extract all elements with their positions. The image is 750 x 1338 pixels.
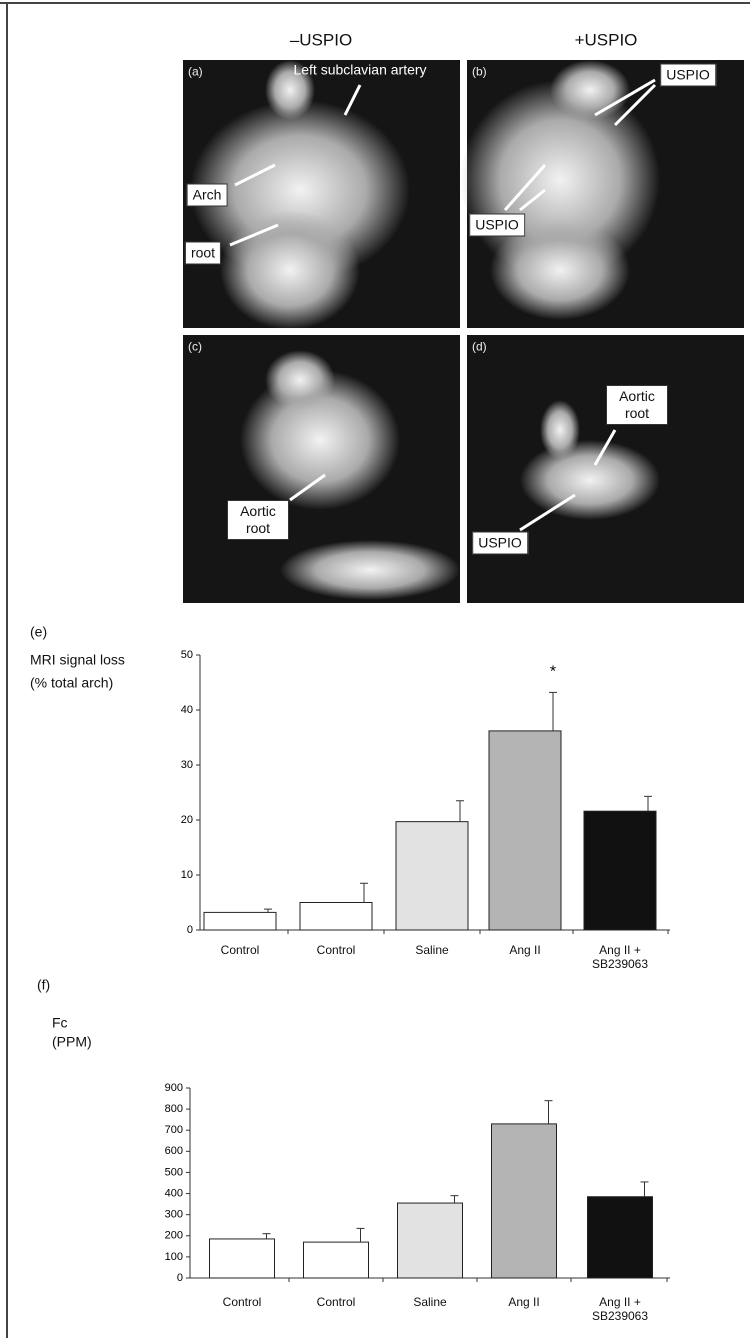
x-tick-label: Control [202,1295,282,1309]
panel-letter: (b) [472,64,487,81]
x-tick-label: Ang II + SB239063 [580,943,660,971]
bar [204,912,276,930]
y-tick-label: 0 [187,924,193,936]
bar [588,1197,653,1278]
bar [489,731,561,930]
image-label: USPIO [660,64,716,87]
x-tick-label: Ang II + SB239063 [580,1295,660,1323]
x-tick-label: Control [296,1295,376,1309]
y-axis-label: Fc [52,1015,68,1032]
tissue [550,60,630,120]
y-tick-label: 300 [165,1209,183,1221]
image-label: USPIO [472,532,528,555]
panel-label: (f) [37,977,50,994]
canvas: 0 10 20 30 40 50 * 0 100 200 300 400 500 600 700 800 900 [0,0,750,1338]
y-tick-label: 700 [165,1124,183,1136]
bar [300,903,372,931]
tissue [520,440,660,520]
x-tick-label: Ang II [485,943,565,957]
y-tick-label: 40 [181,704,193,716]
panel-label: (e) [30,624,47,641]
x-tick-label: Saline [390,1295,470,1309]
y-tick-label: 600 [165,1145,183,1157]
tissue [540,400,580,460]
panel-letter: (c) [188,339,202,356]
y-tick-label: 30 [181,759,193,771]
panel-letter: (d) [472,339,487,356]
annotation: * [550,664,556,681]
column-title: –USPIO [290,32,352,49]
panel-letter: (a) [188,64,203,81]
y-tick-label: 900 [165,1082,183,1094]
bar [492,1124,557,1278]
y-tick-label: 200 [165,1230,183,1242]
y-tick-label: 400 [165,1187,183,1199]
figure: 0 10 20 30 40 50 * 0 100 200 300 400 500 600 700 800 900… [0,0,750,1338]
image-label: Aortic root [606,385,668,425]
image-label: Aortic root [227,500,289,540]
x-tick-label: Control [200,943,280,957]
image-label: root [185,242,221,265]
y-axis-label: MRI signal loss [30,652,125,669]
tissue [280,540,460,600]
bar [304,1242,369,1278]
y-tick-label: 0 [177,1272,183,1284]
column-title: +USPIO [575,32,638,49]
tissue [220,210,360,330]
x-tick-label: Ang II [484,1295,564,1309]
y-tick-label: 800 [165,1103,183,1115]
x-tick-label: Control [296,943,376,957]
x-tick-label: Saline [392,943,472,957]
image-label: Arch [187,184,228,207]
y-tick-label: 20 [181,814,193,826]
y-tick-label: 100 [165,1251,183,1263]
y-tick-label: 500 [165,1166,183,1178]
y-axis-label: (% total arch) [30,675,113,692]
y-tick-label: 10 [181,869,193,881]
bar [396,822,468,930]
y-axis-label: (PPM) [52,1034,92,1051]
bar [584,811,656,930]
image-label: Left subclavian artery [293,62,426,79]
bar [398,1203,463,1278]
y-tick-label: 50 [181,649,193,661]
image-label: USPIO [469,214,525,237]
tissue [265,350,335,410]
bar [210,1239,275,1278]
